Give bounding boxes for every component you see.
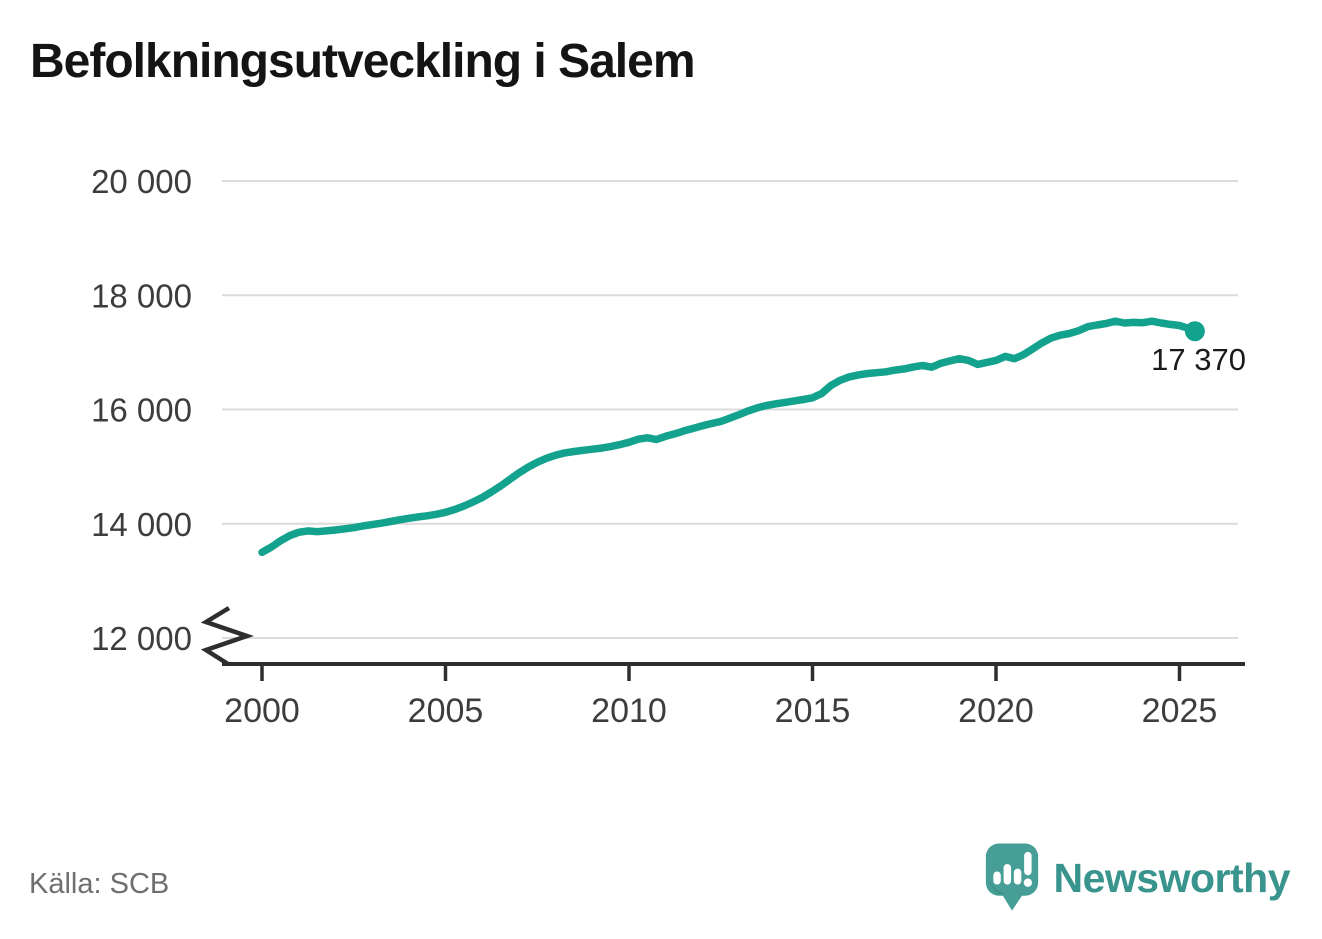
x-tick-label: 2015 [775, 692, 851, 730]
axis-labels: 20 000 18 000 16 000 14 000 12 000 2000 2005 20… [91, 163, 1217, 730]
page-title: Befolkningsutveckling i Salem [30, 35, 696, 88]
population-line-chart: 20 000 18 000 16 000 14 000 12 000 2000 2005 20… [91, 163, 1246, 730]
population-series-line [258, 317, 1199, 557]
y-tick-label: 16 000 [91, 392, 192, 429]
x-tick-label: 2000 [224, 692, 300, 730]
x-tick-label: 2025 [1142, 692, 1218, 730]
y-tick-label: 12 000 [91, 620, 192, 657]
y-tick-label: 14 000 [91, 506, 192, 543]
x-axis [200, 606, 1245, 681]
newsworthy-logo-icon [985, 843, 1038, 911]
x-tick-label: 2020 [958, 692, 1034, 730]
brand-wordmark: Newsworthy [1053, 854, 1291, 901]
x-tick-label: 2005 [408, 692, 484, 730]
series-layer [258, 317, 1205, 557]
latest-value-dot [1184, 321, 1205, 342]
brand-footer: Newsworthy [984, 841, 1291, 915]
y-tick-label: 20 000 [91, 163, 192, 200]
x-tick-label: 2010 [591, 692, 667, 730]
source-label: Källa: SCB [29, 868, 170, 900]
latest-value-label: 17 370 [1151, 342, 1246, 377]
gridlines [222, 180, 1238, 639]
y-tick-label: 18 000 [91, 277, 192, 314]
axis-break-zigzag [200, 606, 254, 666]
